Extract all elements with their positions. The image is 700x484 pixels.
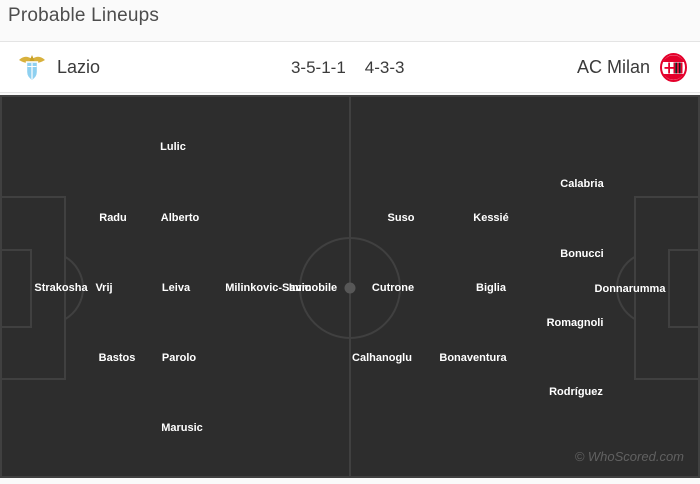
centre-circle — [299, 237, 401, 339]
player-name-away: Bonaventura — [439, 352, 507, 364]
player-name-away: Bonucci — [560, 248, 604, 260]
home-formation: 3-5-1-1 — [290, 58, 346, 77]
page-title: Probable Lineups — [8, 5, 160, 26]
player-name-away: Kessié — [473, 212, 509, 224]
player-name-away: Cutrone — [371, 282, 415, 294]
player-name-home: Parolo — [161, 352, 197, 364]
player-name-home: Strakosha — [34, 282, 88, 294]
player-name-home: Immobile — [288, 282, 338, 294]
teams-bar: Lazio 3-5-1-1 4-3-3 AC Milan — [0, 41, 700, 93]
pitch-lines — [0, 95, 700, 478]
player-name-away: Calabria — [560, 178, 604, 190]
player-name-away: Calhanoglu — [352, 352, 412, 364]
left-penalty-arc — [64, 255, 85, 321]
player-name-home: Bastos — [98, 352, 136, 364]
right-penalty-arc — [615, 255, 636, 321]
ac-milan-badge-icon — [660, 53, 687, 82]
centre-spot — [344, 282, 356, 294]
player-name-home: Radu — [99, 212, 127, 224]
pitch: Strakosha Radu Vrij Bastos Lulic Alberto Leiva… — [0, 95, 700, 478]
player-name-home: Marusic — [161, 422, 203, 434]
lazio-badge-icon — [19, 55, 45, 82]
home-team-name: Lazio — [57, 57, 101, 77]
player-name-away: Biglia — [476, 282, 506, 294]
player-name-away: Donnarumma — [594, 283, 666, 295]
formations: 3-5-1-1 4-3-3 — [291, 58, 405, 78]
away-team-name: AC Milan — [576, 57, 650, 77]
player-name-home: Vrij — [95, 282, 113, 294]
right-goal-area — [668, 249, 700, 328]
player-name-home: Lulic — [160, 141, 186, 153]
away-formation: 4-3-3 — [364, 58, 405, 77]
player-name-away: Romagnoli — [546, 317, 604, 329]
watermark: © WhoScored.com — [574, 449, 684, 464]
player-name-away: Rodríguez — [549, 386, 603, 398]
player-name-home: Milinkovic-Savic — [225, 282, 311, 294]
player-name-away: Suso — [387, 212, 415, 224]
left-goal-area — [0, 249, 32, 328]
player-name-home: Alberto — [160, 212, 200, 224]
player-name-home: Leiva — [161, 282, 191, 294]
